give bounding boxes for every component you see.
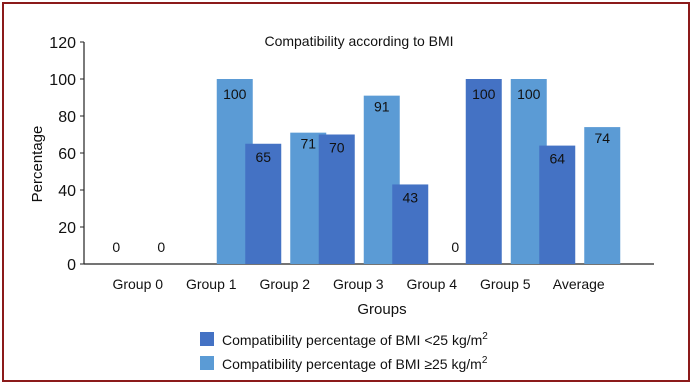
y-tick-label: 0 bbox=[67, 257, 76, 274]
category-label: Group 1 bbox=[186, 276, 237, 292]
category-label: Group 2 bbox=[259, 276, 310, 292]
y-tick-label: 120 bbox=[49, 35, 76, 52]
y-tick-label: 80 bbox=[58, 109, 76, 126]
legend-swatch-series2 bbox=[200, 356, 214, 370]
chart-title: Compatibility according to BMI bbox=[264, 33, 453, 49]
category-label: Group 3 bbox=[333, 276, 384, 292]
value-label: 71 bbox=[300, 136, 316, 152]
value-label: 64 bbox=[549, 151, 565, 167]
category-label: Group 4 bbox=[406, 276, 457, 292]
value-label: 91 bbox=[374, 99, 390, 115]
x-axis-title: Groups bbox=[357, 301, 406, 318]
y-axis-title: Percentage bbox=[29, 126, 46, 203]
y-tick-labels: 0 20 40 60 80 100 120 bbox=[49, 35, 76, 274]
value-label: 100 bbox=[223, 86, 247, 102]
bars bbox=[217, 79, 621, 264]
y-tick-label: 20 bbox=[58, 220, 76, 237]
legend-label-series1: Compatibility percentage of BMI <25 kg/m… bbox=[222, 331, 488, 348]
y-tick-label: 100 bbox=[49, 72, 76, 89]
value-label: 43 bbox=[402, 189, 418, 205]
value-label: 65 bbox=[255, 149, 271, 165]
legend-superscript: 2 bbox=[482, 355, 488, 366]
bar-series1 bbox=[466, 79, 502, 264]
value-label: 0 bbox=[157, 239, 165, 255]
value-label: 0 bbox=[451, 239, 459, 255]
y-tick-label: 40 bbox=[58, 183, 76, 200]
chart-frame: Compatibility according to BMI Percentag… bbox=[2, 2, 690, 382]
legend: Compatibility percentage of BMI <25 kg/m… bbox=[200, 331, 488, 372]
value-label: 100 bbox=[517, 86, 541, 102]
category-label: Average bbox=[553, 276, 605, 292]
legend-superscript: 2 bbox=[482, 331, 488, 342]
legend-swatch-series1 bbox=[200, 332, 214, 346]
value-label: 74 bbox=[594, 130, 610, 146]
category-label: Group 0 bbox=[112, 276, 163, 292]
value-label: 70 bbox=[329, 140, 345, 156]
bar-chart: Compatibility according to BMI Percentag… bbox=[4, 4, 694, 386]
y-tick-label: 60 bbox=[58, 146, 76, 163]
legend-label-series2: Compatibility percentage of BMI ≥25 kg/m… bbox=[222, 355, 488, 372]
bar-series2 bbox=[584, 127, 620, 264]
category-label: Group 5 bbox=[480, 276, 531, 292]
value-label: 0 bbox=[112, 239, 120, 255]
category-labels: Group 0 Group 1 Group 2 Group 3 Group 4 Group… bbox=[112, 276, 604, 292]
value-label: 100 bbox=[472, 86, 496, 102]
